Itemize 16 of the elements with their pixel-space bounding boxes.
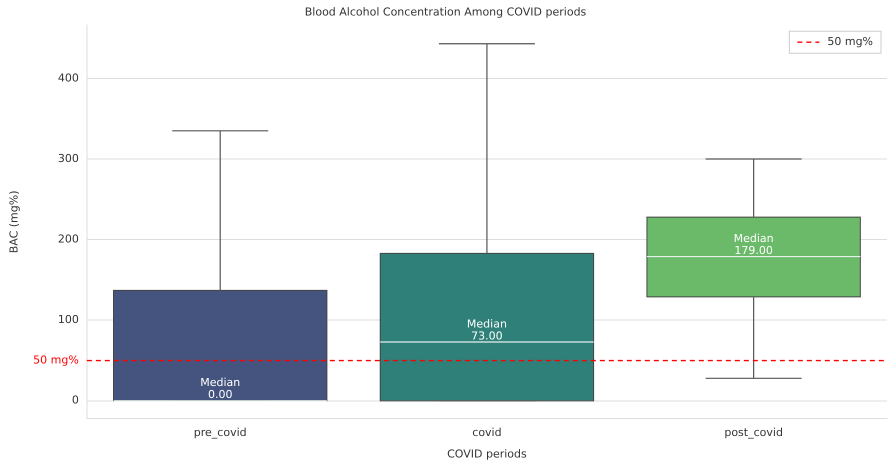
annotation: Median 0.00 xyxy=(200,376,240,402)
x-tick-label: pre_covid xyxy=(194,426,247,440)
legend-label: 50 mg% xyxy=(827,35,874,48)
annotation: Median 73.00 xyxy=(466,317,507,342)
chart-title: Blood Alcohol Concentration Among COVID periods xyxy=(304,5,587,18)
y-tick-label: 100 xyxy=(58,313,79,326)
y-tick-label: 0 xyxy=(72,394,79,407)
annotation: Median 179.00 xyxy=(734,232,774,257)
y-axis-title: BAC (mg%) xyxy=(7,190,20,254)
x-tick-label: post_covid xyxy=(724,426,783,440)
y-tick-label: 300 xyxy=(58,152,79,165)
y-tick-label: 400 xyxy=(58,71,79,84)
y-tick-label: 50 mg% xyxy=(33,353,79,366)
y-tick-label: 200 xyxy=(58,232,79,246)
x-tick-label: covid xyxy=(472,426,502,440)
x-axis-title: COVID periods xyxy=(447,447,528,460)
